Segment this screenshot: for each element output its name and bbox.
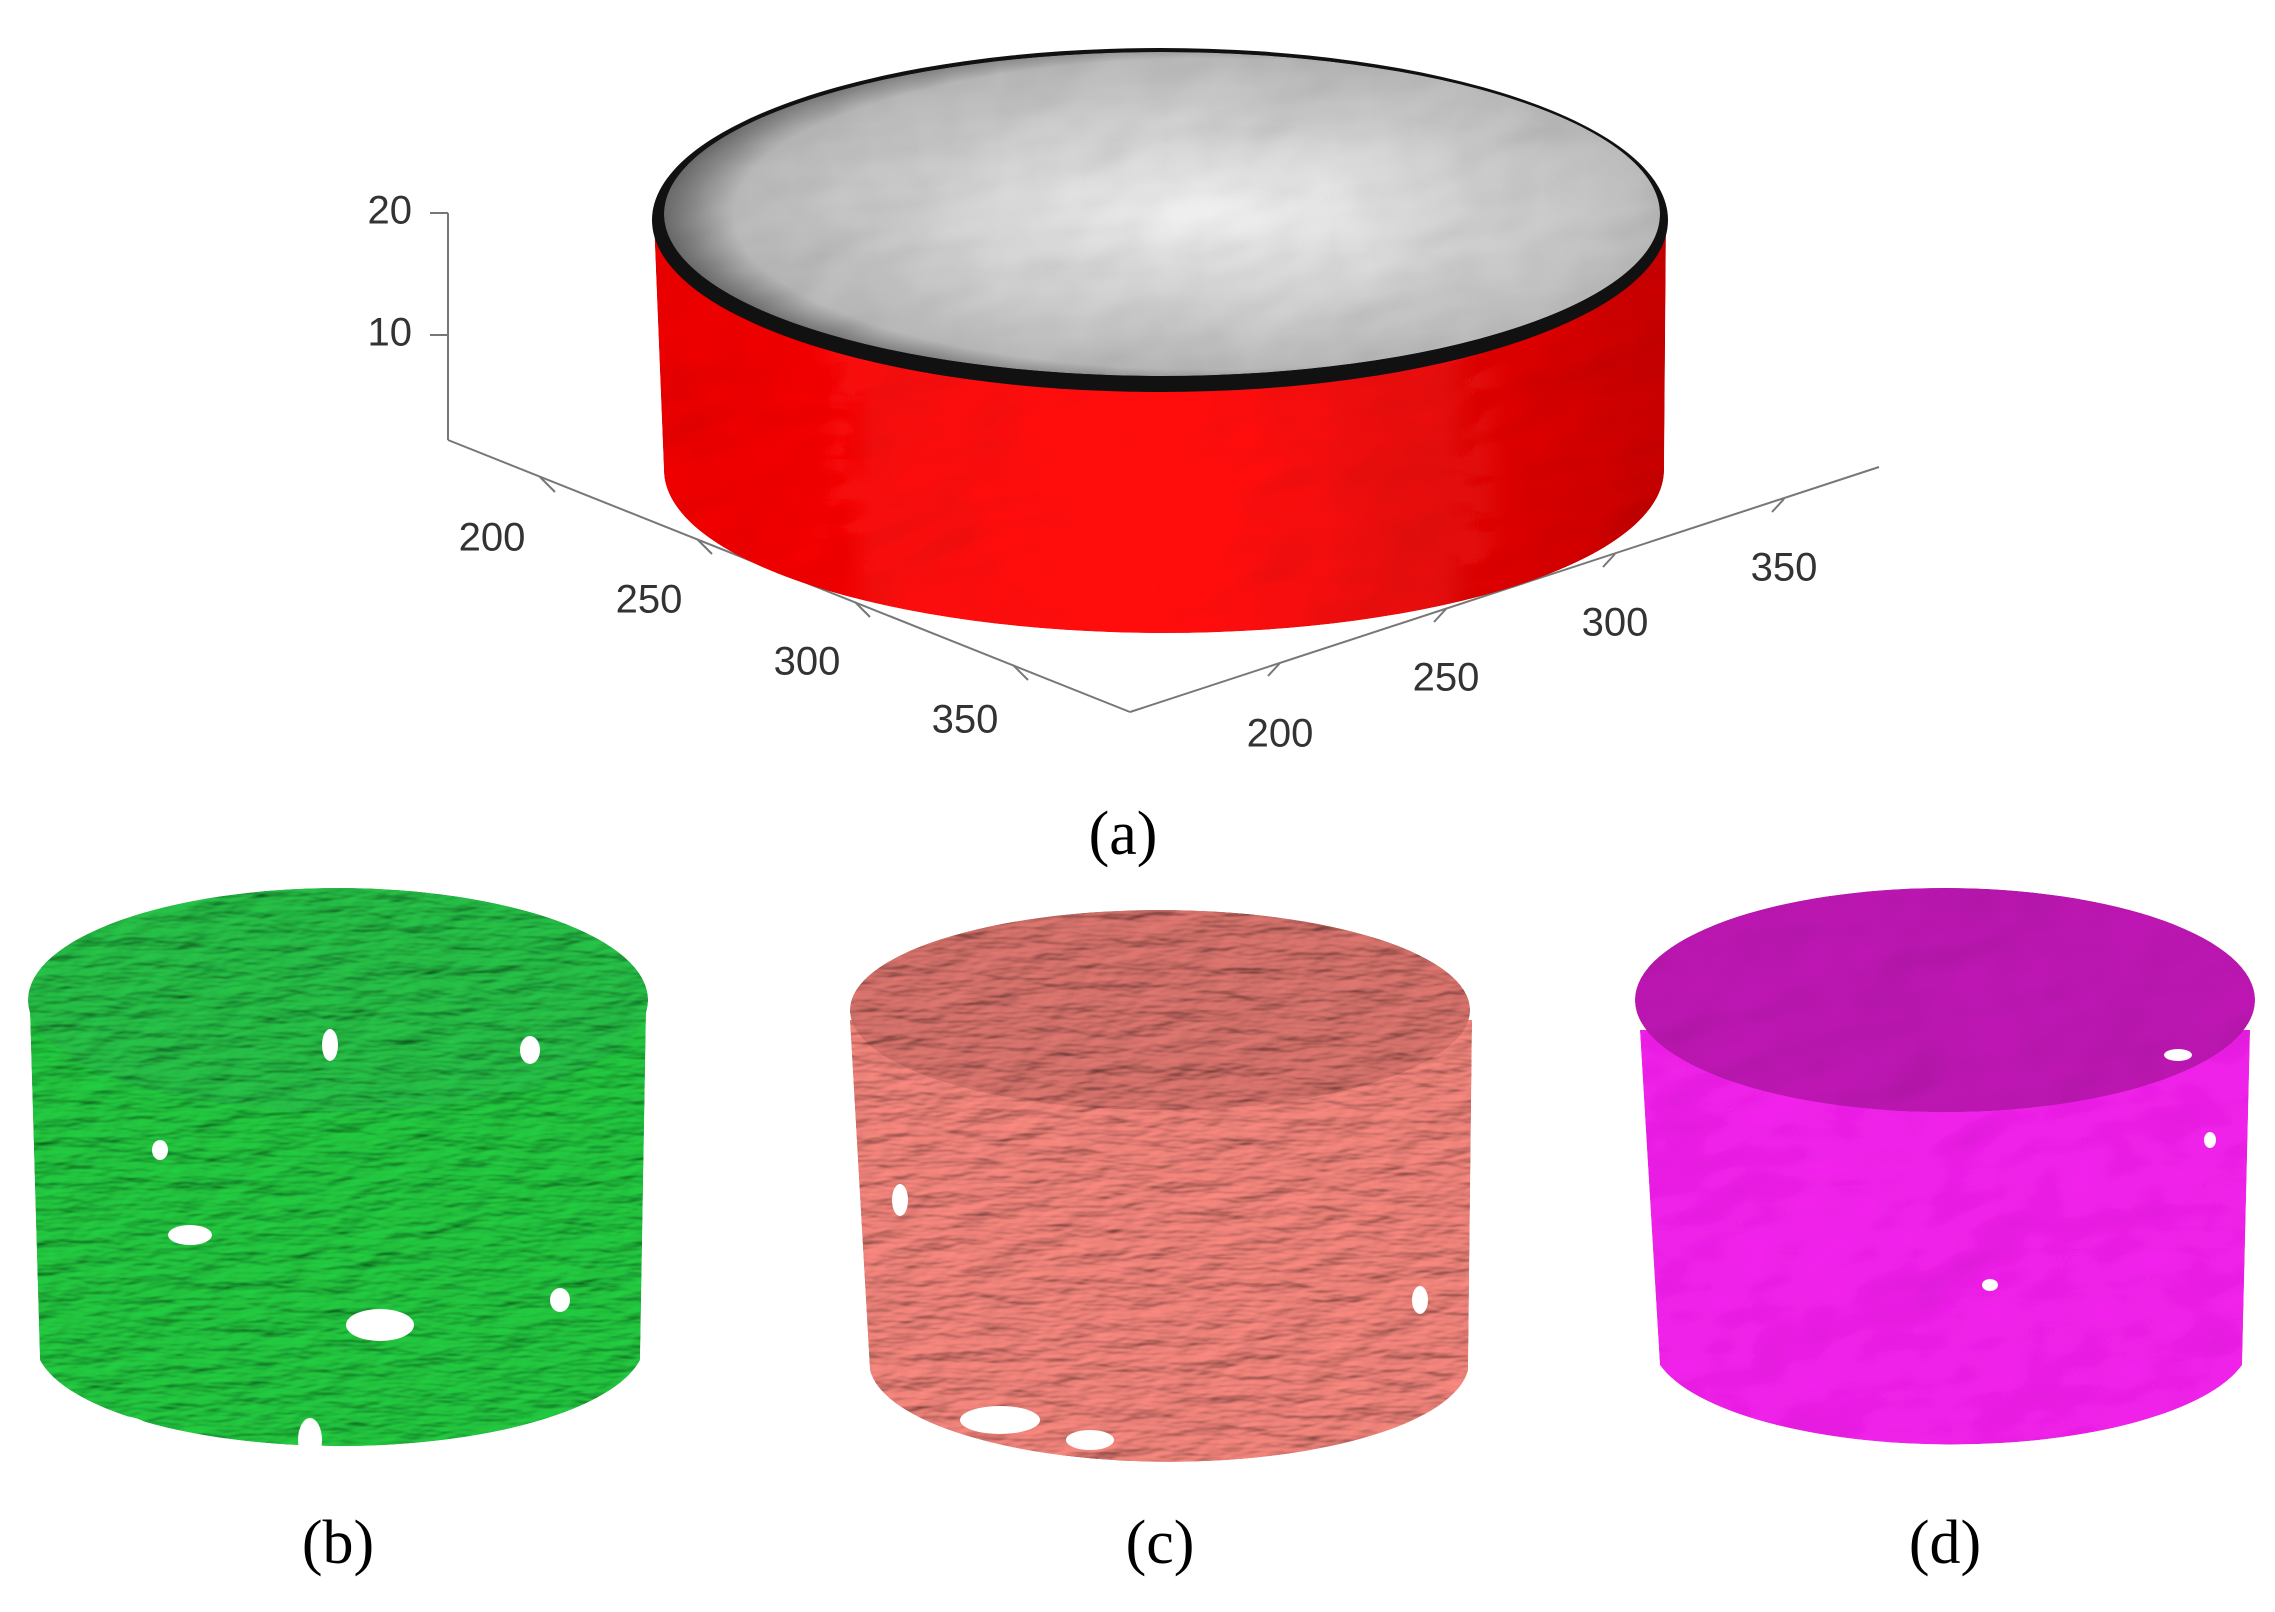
cylinder-b: [28, 888, 648, 1462]
y-tick-label: 200: [1247, 712, 1314, 756]
cylinder-c: [850, 910, 1472, 1462]
panel-label: (d): [1909, 1509, 1981, 1577]
cylinder-d: [1635, 888, 2255, 1445]
cylinder-a: [652, 48, 1668, 633]
x-tick-label: 300: [774, 640, 841, 684]
x-tick-label: 200: [459, 516, 526, 560]
y-tick-label: 250: [1413, 656, 1480, 700]
axes-a: [430, 212, 1880, 713]
panel-label: (a): [1089, 800, 1158, 868]
panel-label: (c): [1126, 1509, 1195, 1577]
z-tick-label: 20: [368, 189, 413, 233]
y-tick-label: 300: [1582, 601, 1649, 645]
panel-label: (b): [302, 1509, 374, 1577]
x-tick-label: 350: [932, 698, 999, 742]
y-tick-label: 350: [1751, 546, 1818, 590]
z-tick-label: 10: [368, 311, 413, 355]
x-tick-label: 250: [616, 578, 683, 622]
